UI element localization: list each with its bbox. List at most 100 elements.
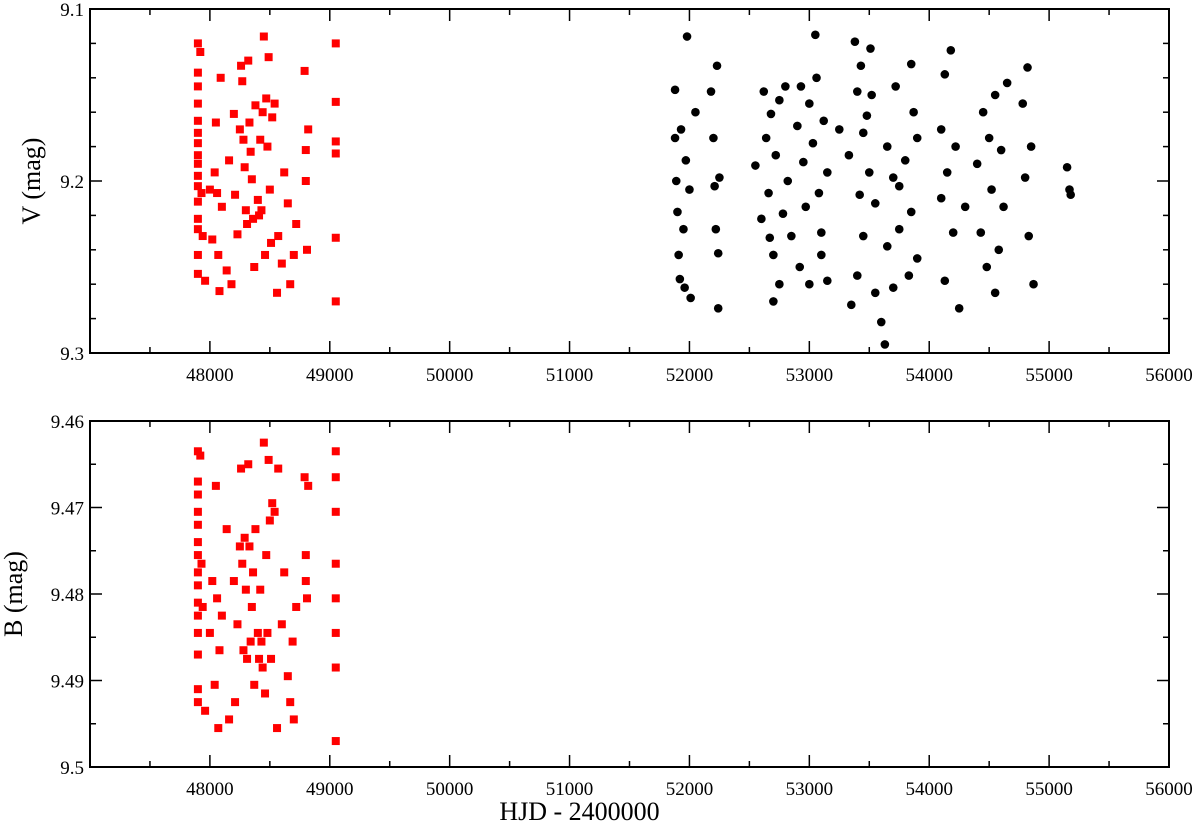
b-y-tick-label: 9.47 xyxy=(51,499,84,520)
v-data-point-square xyxy=(262,94,271,103)
b-data-point-square xyxy=(205,628,214,637)
b-data-point-square xyxy=(273,724,282,733)
v-data-point-square xyxy=(257,206,266,215)
b-data-point-square xyxy=(210,680,219,689)
v-data-point-circle xyxy=(823,276,832,286)
v-data-point-square xyxy=(193,159,202,168)
v-data-point-square xyxy=(193,197,202,206)
v-data-point-circle xyxy=(990,90,1000,100)
v-data-point-circle xyxy=(852,87,862,96)
v-data-point-circle xyxy=(882,142,892,151)
b-x-tick-label: 54000 xyxy=(905,779,953,800)
b-data-point-square xyxy=(257,637,266,646)
b-data-point-square xyxy=(261,689,270,698)
v-data-point-circle xyxy=(862,111,872,120)
v-data-point-circle xyxy=(817,228,826,237)
v-data-point-circle xyxy=(795,262,805,272)
v-data-point-circle xyxy=(888,283,898,292)
b-y-axis-label: B (mag) xyxy=(0,551,28,637)
b-x-tick-label: 50000 xyxy=(426,779,474,800)
v-data-point-square xyxy=(268,113,277,122)
v-data-point-circle xyxy=(713,303,723,313)
b-data-point-square xyxy=(288,637,297,646)
v-data-point-circle xyxy=(858,231,868,241)
v-data-point-circle xyxy=(891,82,900,91)
v-data-point-circle xyxy=(691,107,700,117)
v-data-point-circle xyxy=(844,150,854,160)
b-data-point-square xyxy=(286,698,295,707)
v-data-point-square xyxy=(289,250,298,259)
b-data-point-square xyxy=(331,473,340,482)
v-data-point-circle xyxy=(759,87,769,96)
v-data-point-square xyxy=(277,259,286,268)
v-data-point-square xyxy=(214,250,223,259)
v-data-point-square xyxy=(198,232,207,241)
v-data-point-square xyxy=(193,214,202,223)
v-data-point-square xyxy=(331,39,340,48)
v-data-point-circle xyxy=(680,283,689,292)
v-data-point-circle xyxy=(673,207,682,217)
b-data-point-square xyxy=(193,490,202,499)
v-data-point-square xyxy=(193,68,202,77)
v-data-point-square xyxy=(217,202,226,211)
v-data-point-square xyxy=(225,156,234,165)
v-data-point-square xyxy=(286,280,295,289)
v-data-point-circle xyxy=(996,145,1006,155)
v-data-point-square xyxy=(259,32,268,41)
b-data-point-square xyxy=(251,525,260,534)
v-data-point-circle xyxy=(686,293,695,303)
v-data-point-square xyxy=(331,97,340,106)
v-data-point-square xyxy=(193,139,202,148)
v-y-axis-label: V (mag) xyxy=(17,138,46,225)
v-y-tick-label: 9.1 xyxy=(60,0,84,21)
b-data-point-square xyxy=(331,663,340,672)
b-data-point-square xyxy=(244,460,253,469)
v-data-point-circle xyxy=(906,207,916,217)
b-data-point-square xyxy=(304,481,313,490)
v-data-point-circle xyxy=(894,224,904,234)
b-data-point-square xyxy=(246,637,255,646)
v-data-point-circle xyxy=(900,156,910,165)
v-data-point-circle xyxy=(882,242,892,251)
v-data-point-square xyxy=(193,182,202,191)
v-data-point-square xyxy=(274,232,283,241)
v-x-tick-label: 50000 xyxy=(426,365,474,386)
b-data-point-square xyxy=(274,464,283,473)
v-data-point-circle xyxy=(676,125,686,134)
v-data-point-square xyxy=(235,125,244,134)
v-data-point-square xyxy=(193,39,202,48)
v-data-point-circle xyxy=(976,228,986,237)
v-data-point-circle xyxy=(1018,99,1028,108)
v-x-tick-label: 49000 xyxy=(306,365,354,386)
v-data-point-square xyxy=(331,137,340,146)
b-data-point-square xyxy=(300,473,309,482)
v-x-tick-label: 55000 xyxy=(1025,365,1073,386)
b-data-point-square xyxy=(193,628,202,637)
b-data-point-square xyxy=(225,715,234,724)
v-data-point-circle xyxy=(757,214,766,224)
b-data-point-square xyxy=(249,568,258,577)
v-data-point-square xyxy=(280,168,289,177)
v-data-point-square xyxy=(249,214,258,223)
v-data-point-circle xyxy=(712,61,722,71)
b-data-point-square xyxy=(301,551,310,560)
b-data-point-square xyxy=(229,577,238,586)
v-data-point-square xyxy=(208,235,217,244)
b-data-point-square xyxy=(193,551,202,560)
v-data-point-square xyxy=(240,163,249,172)
v-data-point-circle xyxy=(870,199,880,208)
v-data-point-square xyxy=(237,61,246,70)
b-data-point-square xyxy=(193,598,202,607)
v-data-point-square xyxy=(246,147,255,156)
v-data-point-square xyxy=(239,135,248,144)
b-data-point-square xyxy=(235,542,244,551)
v-data-point-circle xyxy=(936,193,946,203)
b-data-point-square xyxy=(193,581,202,590)
b-data-point-square xyxy=(240,533,249,542)
v-data-point-circle xyxy=(805,279,814,289)
v-data-point-square xyxy=(210,168,219,177)
v-data-point-circle xyxy=(1002,78,1012,88)
v-data-point-square xyxy=(193,99,202,108)
v-data-point-square xyxy=(331,149,340,158)
